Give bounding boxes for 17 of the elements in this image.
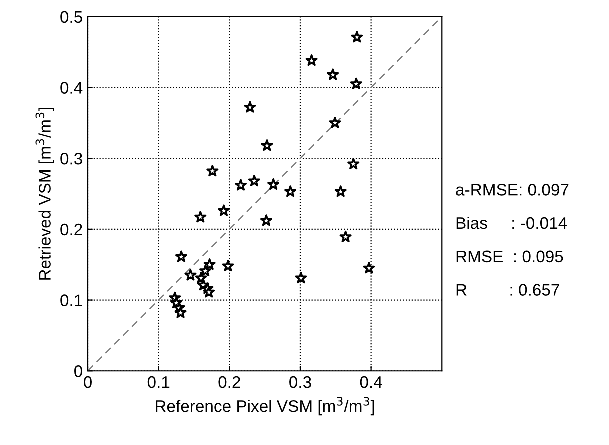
x-tick-label: 0.1: [148, 376, 170, 388]
x-tick-label: 0.4: [360, 376, 382, 388]
y-tick-label: 0.1: [60, 294, 82, 306]
y-tick-label: 0.2: [60, 224, 82, 236]
y-tick-label: 0.4: [60, 82, 83, 94]
x-tick-label: 0.3: [290, 376, 312, 388]
x-tick-label: 0.2: [218, 376, 240, 388]
y-tick-label: 0.3: [60, 153, 82, 165]
text: RMSE : 0.095: [456, 250, 564, 263]
text: Bias : -0.014: [456, 216, 568, 230]
x-axis-title: Reference Pixel VSM [m$^{3}$/m$^{3}$]: [156, 397, 374, 416]
text: R : 0.657: [456, 284, 560, 296]
text: a-RMSE: 0.097: [456, 184, 569, 196]
x-tick-label: 0: [84, 376, 92, 388]
y-tick-label: 0.5: [60, 11, 82, 24]
y-axis-title: Retrieved VSM [m$^{3}$/m$^{3}$]: [36, 108, 54, 280]
y-tick-label: 0: [74, 366, 82, 378]
